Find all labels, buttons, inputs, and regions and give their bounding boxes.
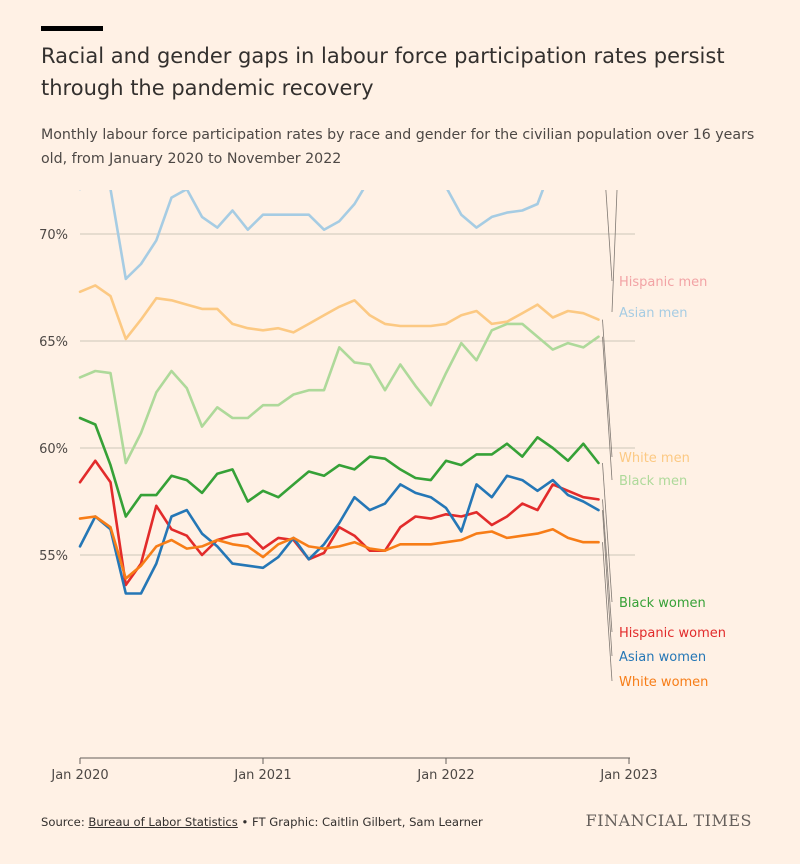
series-line-hispanic-women — [78, 459, 600, 587]
series-label-hispanic-men: Hispanic men — [619, 275, 707, 290]
series-line-white-men — [78, 284, 600, 341]
series-label-white-women: White women — [619, 675, 708, 690]
label-connector — [602, 319, 613, 458]
ft-top-bar — [41, 26, 103, 31]
series-label-hispanic-women: Hispanic women — [619, 626, 726, 641]
series-label-black-women: Black women — [619, 596, 706, 611]
x-tick-label: Jan 2022 — [416, 768, 474, 783]
label-connector — [605, 190, 613, 282]
chart-title: Racial and gender gaps in labour force p… — [41, 44, 725, 100]
series-line-black-women — [78, 416, 600, 518]
series-line-asian-women — [78, 474, 600, 595]
label-connector — [602, 499, 613, 633]
label-connector — [602, 462, 613, 603]
y-tick-label: 70% — [39, 228, 68, 243]
source-prefix: Source: — [41, 815, 89, 829]
series-line-black-men — [78, 322, 600, 465]
series-line-white-women — [78, 515, 600, 580]
label-connector — [602, 542, 613, 682]
series-label-white-men: White men — [619, 451, 690, 466]
y-tick-label: 65% — [39, 335, 68, 350]
series-label-asian-women: Asian women — [619, 650, 706, 665]
source-link[interactable]: Bureau of Labor Statistics — [88, 815, 238, 829]
label-connector — [611, 190, 618, 313]
source-note: Source: Bureau of Labor Statistics • FT … — [41, 815, 483, 829]
label-connector — [602, 336, 613, 481]
x-tick-label: Jan 2023 — [599, 768, 657, 783]
chart-subtitle: Monthly labour force participation rates… — [41, 127, 755, 167]
label-connector — [602, 510, 613, 657]
x-tick-label: Jan 2020 — [50, 768, 108, 783]
series-line-asian-men — [79, 190, 545, 281]
y-tick-label: 55% — [39, 549, 68, 564]
series-label-black-men: Black men — [619, 474, 687, 489]
graphic-credit: • FT Graphic: Caitlin Gilbert, Sam Learn… — [237, 815, 483, 829]
series-label-asian-men: Asian men — [619, 306, 688, 321]
x-tick-label: Jan 2021 — [233, 768, 291, 783]
ft-logo: FINANCIAL TIMES — [585, 811, 752, 830]
y-tick-label: 60% — [39, 442, 68, 457]
